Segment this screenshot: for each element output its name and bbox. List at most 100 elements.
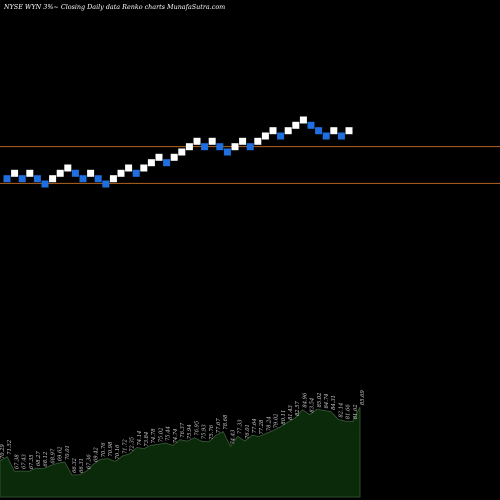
renko-brick-down bbox=[41, 180, 49, 188]
renko-brick-up bbox=[11, 169, 19, 177]
volume-label: 76.95 bbox=[194, 421, 200, 436]
volume-label: 70.16 bbox=[115, 444, 121, 460]
renko-brick-down bbox=[71, 169, 79, 177]
volume-label: 79.02 bbox=[274, 414, 280, 429]
volume-label: 74.78 bbox=[151, 428, 157, 444]
volume-label: 68.97 bbox=[50, 448, 56, 464]
renko-brick-down bbox=[337, 132, 345, 140]
volume-label: 77.33 bbox=[238, 419, 244, 435]
volume-label: 76.37 bbox=[180, 422, 186, 438]
volume-label: 70.29 bbox=[0, 443, 6, 459]
volume-label: 67.38 bbox=[14, 454, 20, 470]
renko-brick-up bbox=[208, 137, 216, 145]
volume-label: 75.94 bbox=[187, 424, 193, 439]
renko-brick-up bbox=[185, 143, 193, 151]
renko-brick-up bbox=[193, 137, 201, 145]
volume-area bbox=[0, 406, 361, 498]
volume-label: 70.01 bbox=[65, 445, 71, 460]
renko-brick-down bbox=[3, 175, 11, 183]
volume-label: 67.35 bbox=[29, 454, 35, 469]
renko-brick-up bbox=[345, 127, 353, 135]
volume-label: 81.66 bbox=[346, 404, 352, 420]
volume-label: 68.27 bbox=[36, 451, 42, 467]
renko-brick-up bbox=[330, 127, 338, 135]
renko-brick-down bbox=[223, 148, 231, 156]
volume-label: 83.54 bbox=[310, 398, 316, 413]
volume-label: 81.62 bbox=[353, 404, 359, 419]
renko-brick-down bbox=[79, 175, 87, 183]
volume-label: 72.35 bbox=[130, 437, 136, 452]
volume-label: 75.02 bbox=[158, 428, 164, 443]
volume-label: 74.43 bbox=[230, 429, 236, 445]
volume-label: 68.12 bbox=[43, 452, 49, 467]
renko-brick-down bbox=[315, 127, 323, 135]
volume-label: 67.43 bbox=[22, 453, 28, 469]
renko-brick-down bbox=[246, 143, 254, 151]
renko-brick-up bbox=[64, 164, 72, 172]
volume-label: 67.36 bbox=[86, 454, 92, 470]
volume-label: 69.62 bbox=[58, 446, 64, 461]
volume-label: 66.31 bbox=[79, 458, 85, 473]
volume-label: 77.64 bbox=[252, 418, 258, 433]
renko-brick-down bbox=[33, 175, 41, 183]
volume-label: 69.42 bbox=[94, 447, 100, 462]
renko-brick-up bbox=[155, 153, 163, 161]
renko-brick-down bbox=[163, 159, 171, 167]
renko-brick-down bbox=[322, 132, 330, 140]
renko-brick-up bbox=[49, 175, 57, 183]
renko-brick-down bbox=[18, 175, 26, 183]
renko-brick-up bbox=[231, 143, 239, 151]
renko-brick-up bbox=[117, 169, 125, 177]
renko-brick-up bbox=[284, 127, 292, 135]
renko-brick-up bbox=[292, 121, 300, 129]
renko-bricks bbox=[3, 116, 353, 188]
volume-label: 84.74 bbox=[324, 394, 330, 409]
renko-brick-up bbox=[299, 116, 307, 124]
renko-brick-up bbox=[178, 148, 186, 156]
renko-brick-up bbox=[261, 132, 269, 140]
volume-label: 85.69 bbox=[360, 390, 366, 406]
volume-label: 84.31 bbox=[331, 395, 337, 410]
renko-brick-up bbox=[109, 175, 117, 183]
renko-brick-up bbox=[87, 169, 95, 177]
volume-label: 82.57 bbox=[295, 400, 301, 416]
renko-brick-down bbox=[307, 121, 315, 129]
volume-label: 74.14 bbox=[137, 431, 143, 446]
volume-label: 76.01 bbox=[245, 424, 251, 439]
renko-brick-up bbox=[269, 127, 277, 135]
renko-brick-down bbox=[216, 143, 224, 151]
renko-brick-up bbox=[239, 137, 247, 145]
volume-label: 84.96 bbox=[302, 392, 308, 408]
volume-label: 77.28 bbox=[259, 419, 265, 435]
renko-brick-down bbox=[132, 169, 140, 177]
renko-brick-up bbox=[254, 137, 262, 145]
renko-brick-down bbox=[94, 175, 102, 183]
renko-brick-down bbox=[201, 143, 209, 151]
volume-label: 78.24 bbox=[266, 416, 272, 431]
volume-label: 71.52 bbox=[7, 440, 13, 455]
volume-label: 70.76 bbox=[101, 442, 107, 458]
volume-label: 78.68 bbox=[223, 414, 229, 430]
renko-brick-down bbox=[277, 132, 285, 140]
renko-brick-up bbox=[26, 169, 34, 177]
volume-label: 81.43 bbox=[288, 404, 294, 420]
volume-label: 66.32 bbox=[72, 458, 78, 473]
renko-brick-up bbox=[147, 159, 155, 167]
volume-label: 77.67 bbox=[216, 418, 222, 434]
renko-brick-up bbox=[140, 164, 148, 172]
renko-brick-up bbox=[170, 153, 178, 161]
volume-label: 80.11 bbox=[281, 410, 287, 425]
renko-brick-up bbox=[125, 164, 133, 172]
volume-label: 74.74 bbox=[173, 429, 179, 444]
renko-brick-up bbox=[56, 169, 64, 177]
volume-label: 71.72 bbox=[122, 439, 128, 454]
volume-area-shape bbox=[0, 406, 361, 498]
volume-label: 75.44 bbox=[166, 426, 172, 441]
volume-label: 82.14 bbox=[338, 403, 344, 418]
chart-title: NYSE WYN 3%~ Closing Daily data Renko ch… bbox=[3, 3, 225, 11]
volume-label: 73.84 bbox=[144, 432, 150, 447]
volume-label: 75.76 bbox=[209, 424, 215, 440]
